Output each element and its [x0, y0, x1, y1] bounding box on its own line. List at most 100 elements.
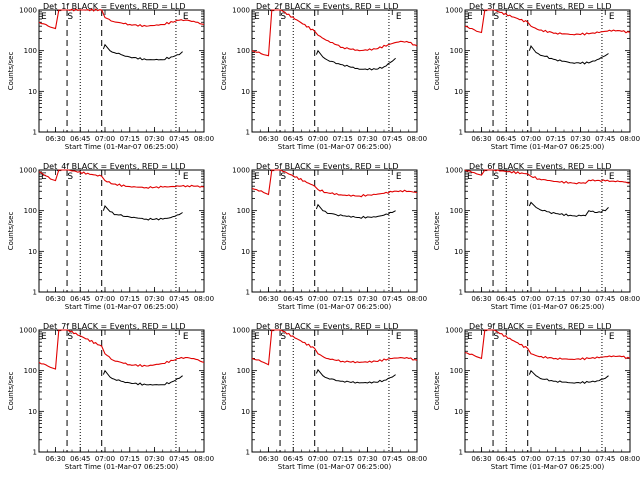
x-tick-label: 07:00 [95, 295, 115, 303]
y-tick-label: 1 [246, 129, 250, 137]
y-axis-label: Counts/sec [220, 52, 228, 91]
series-events-line [315, 49, 396, 71]
series-lld-line [251, 9, 418, 57]
plot-frame [38, 169, 205, 293]
y-tick-label: 100 [237, 207, 250, 215]
x-axis-label: Start Time (01-Mar-07 06:25:00) [65, 463, 179, 471]
x-tick-label: 07:45 [169, 455, 189, 463]
event-marker-e: E [609, 12, 615, 22]
series-lld-line [464, 9, 631, 36]
x-tick-label: 07:30 [357, 295, 377, 303]
x-tick-label: 06:30 [258, 455, 278, 463]
x-tick-label: 07:15 [546, 295, 566, 303]
event-marker-e: E [467, 172, 473, 182]
x-tick-label: 07:00 [521, 135, 541, 143]
x-tick-label: 07:15 [120, 295, 140, 303]
plot-frame [251, 329, 418, 453]
x-tick-label: 07:00 [521, 455, 541, 463]
x-tick-label: 07:45 [382, 135, 402, 143]
event-marker-e: E [41, 332, 47, 342]
x-tick-label: 07:30 [144, 135, 164, 143]
plot-frame [464, 9, 631, 133]
event-marker-e: E [183, 12, 189, 22]
y-tick-label: 1 [33, 129, 37, 137]
x-tick-label: 08:00 [407, 135, 427, 143]
y-tick-label: 10 [28, 248, 37, 256]
y-tick-label: 1000 [445, 7, 463, 15]
chart-title: Det_6f BLACK = Events, RED = LLD [469, 162, 612, 171]
x-tick-label: 07:45 [169, 295, 189, 303]
plot-frame [251, 9, 418, 133]
x-tick-label: 08:00 [407, 455, 427, 463]
event-marker-s: S [280, 12, 286, 22]
x-tick-label: 07:30 [570, 135, 590, 143]
chart-panel-5: Det_5f BLACK = Events, RED = LLD 1 10 100 10… [220, 162, 427, 311]
chart-title: Det_9f BLACK = Events, RED = LLD [469, 322, 612, 331]
series-lld-line [38, 329, 205, 370]
y-tick-label: 1000 [232, 7, 250, 15]
y-axis-label: Counts/sec [433, 212, 441, 251]
x-tick-label: 07:00 [95, 455, 115, 463]
y-tick-label: 1000 [232, 327, 250, 335]
event-marker-s: S [493, 172, 499, 182]
event-marker-e: E [254, 172, 260, 182]
x-tick-label: 07:00 [521, 295, 541, 303]
chart-title: Det_7f BLACK = Events, RED = LLD [43, 322, 186, 331]
x-tick-label: 06:45 [283, 295, 303, 303]
series-lld-line [38, 8, 205, 30]
chart-title: Det_8f BLACK = Events, RED = LLD [256, 322, 399, 331]
chart-title: Det_5f BLACK = Events, RED = LLD [256, 162, 399, 171]
series-lld-line [464, 169, 630, 185]
chart-panel-4: Det_4f BLACK = Events, RED = LLD 1 10 100 10… [7, 162, 214, 311]
y-axis-label: Counts/sec [220, 372, 228, 411]
y-tick-label: 10 [241, 248, 250, 256]
series-events-line [528, 44, 609, 65]
y-tick-label: 1 [459, 129, 463, 137]
y-axis-label: Counts/sec [433, 372, 441, 411]
y-tick-label: 100 [237, 367, 250, 375]
chart-panel-9: Det_9f BLACK = Events, RED = LLD 1 10 100 10… [433, 322, 640, 471]
y-tick-label: 1 [33, 449, 37, 457]
series-events-line [102, 43, 183, 61]
y-tick-label: 1000 [232, 167, 250, 175]
x-axis-label: Start Time (01-Mar-07 06:25:00) [278, 303, 392, 311]
x-tick-label: 06:45 [283, 135, 303, 143]
y-axis-label: Counts/sec [7, 52, 15, 91]
y-axis-label: Counts/sec [7, 372, 15, 411]
event-marker-s: S [280, 332, 286, 342]
x-axis-label: Start Time (01-Mar-07 06:25:00) [65, 303, 179, 311]
x-tick-label: 07:30 [570, 455, 590, 463]
y-tick-label: 1000 [19, 167, 37, 175]
x-axis-label: Start Time (01-Mar-07 06:25:00) [491, 463, 605, 471]
y-axis-label: Counts/sec [7, 212, 15, 251]
x-tick-label: 07:15 [333, 135, 353, 143]
y-tick-label: 1000 [19, 7, 37, 15]
x-tick-label: 07:45 [595, 295, 615, 303]
y-tick-label: 1000 [445, 167, 463, 175]
series-events-line [102, 369, 183, 386]
chart-panel-1: Det_1f BLACK = Events, RED = LLD 1 10 100 10… [7, 2, 214, 151]
y-tick-label: 1 [459, 449, 463, 457]
plot-frame [251, 169, 418, 293]
x-tick-label: 06:30 [45, 135, 65, 143]
plot-frame [38, 9, 205, 133]
y-tick-label: 10 [241, 408, 250, 416]
event-marker-s: S [67, 12, 73, 22]
y-tick-label: 100 [237, 47, 250, 55]
x-tick-label: 06:30 [471, 135, 491, 143]
x-tick-label: 06:30 [45, 295, 65, 303]
x-tick-label: 07:30 [357, 455, 377, 463]
x-tick-label: 07:45 [595, 135, 615, 143]
y-tick-label: 10 [28, 88, 37, 96]
x-tick-label: 06:30 [45, 455, 65, 463]
series-events-line [102, 205, 183, 221]
series-lld-line [464, 329, 631, 361]
y-tick-label: 10 [454, 248, 463, 256]
x-tick-label: 08:00 [407, 295, 427, 303]
x-tick-label: 07:00 [308, 455, 328, 463]
x-tick-label: 07:30 [570, 295, 590, 303]
y-tick-label: 100 [24, 367, 37, 375]
x-tick-label: 06:45 [70, 295, 90, 303]
y-tick-label: 100 [24, 47, 37, 55]
x-tick-label: 07:15 [333, 455, 353, 463]
